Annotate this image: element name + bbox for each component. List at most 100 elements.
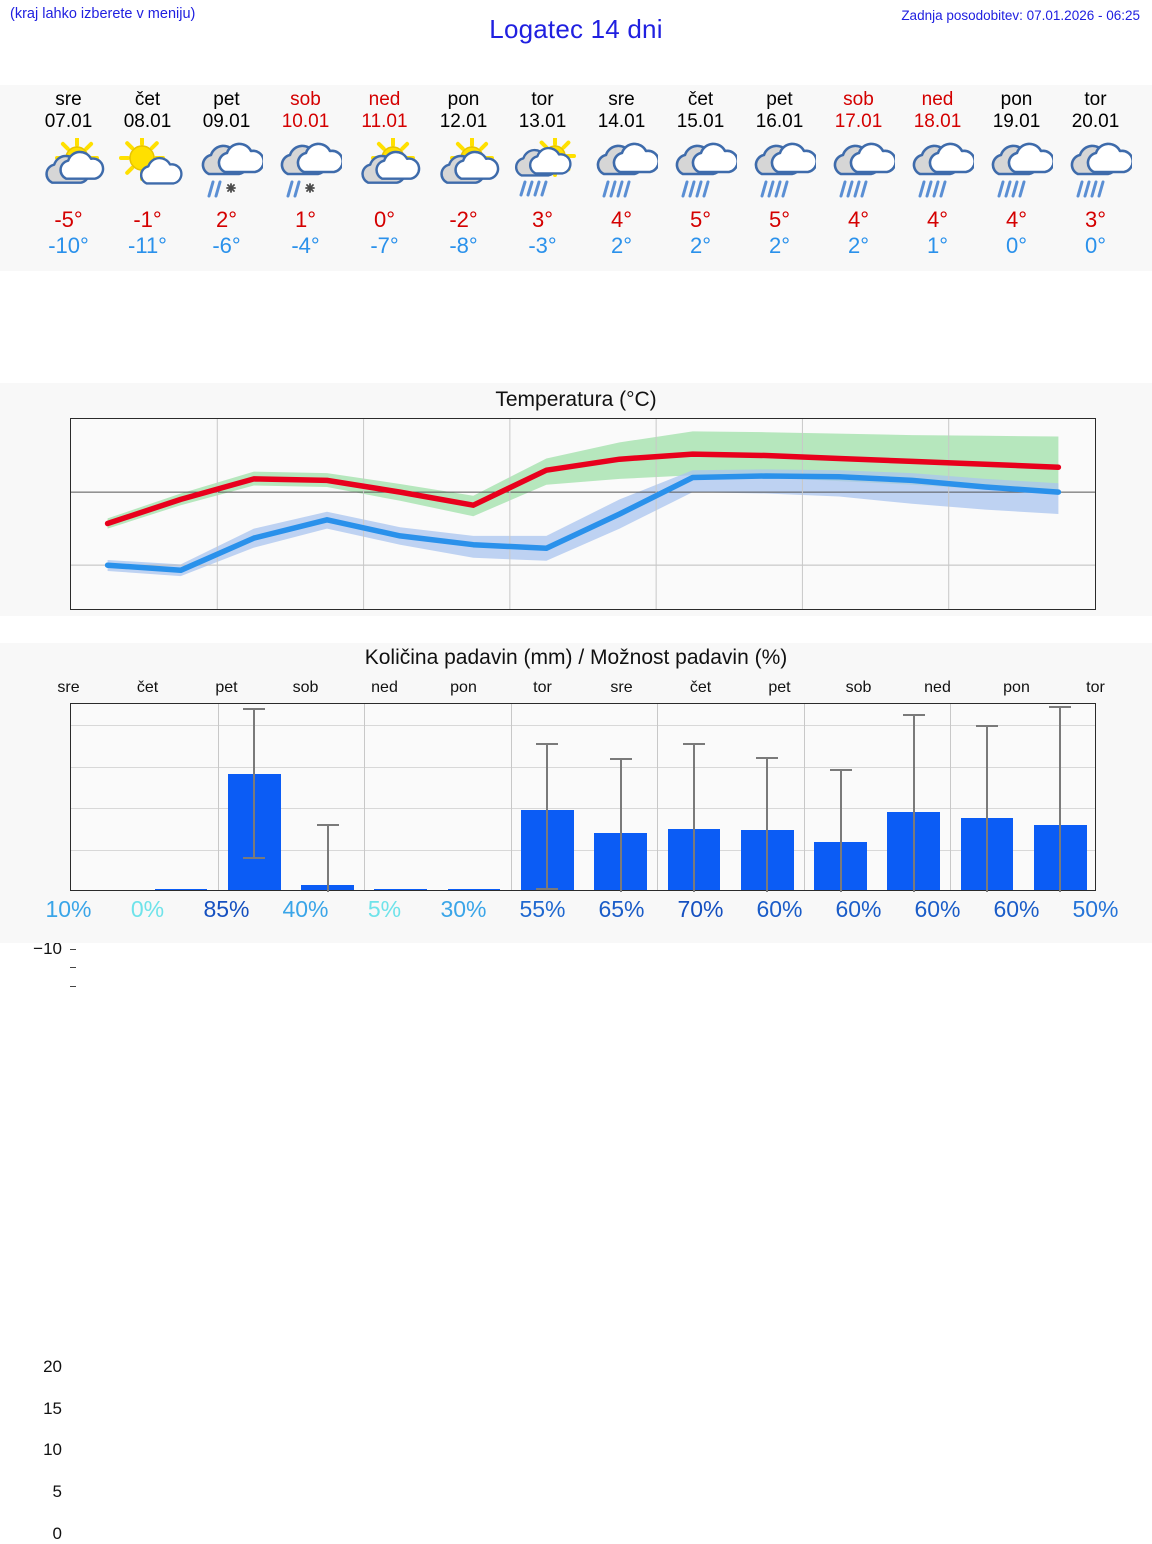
temperature-chart-title: Temperatura (°C) xyxy=(495,388,657,411)
precipitation-probability: 0% xyxy=(130,896,165,922)
temp-min: -11° xyxy=(128,233,167,258)
error-bar-cap-top xyxy=(609,757,632,760)
precipitation-bar xyxy=(447,888,501,890)
precipitation-probability: 60% xyxy=(756,896,803,922)
temp-max: 4° xyxy=(847,207,870,232)
day-date: 10.01 xyxy=(281,111,330,132)
cloud-rain-icon xyxy=(1056,133,1135,207)
grid-line xyxy=(950,704,952,890)
day-date: 20.01 xyxy=(1071,111,1120,132)
day-of-week: pon xyxy=(1000,89,1033,110)
temp-max: 4° xyxy=(926,207,949,232)
day-column[interactable]: čet 15.01 5° 2° xyxy=(661,85,740,259)
precipitation-probability: 30% xyxy=(440,896,487,922)
precipitation-probability: 60% xyxy=(835,896,882,922)
day-date: 14.01 xyxy=(597,111,646,132)
y-axis-minor-tick xyxy=(70,967,76,969)
y-axis-tick-label: 10 xyxy=(43,1440,62,1460)
precipitation-day-label: sre xyxy=(57,679,80,696)
precipitation-probability: 40% xyxy=(282,896,329,922)
sun-behind-small-cloud-icon xyxy=(108,133,187,207)
cloud-rain-icon xyxy=(661,133,740,207)
error-bar-cap-bottom xyxy=(243,856,266,859)
day-column[interactable]: pet 16.01 5° 2° xyxy=(740,85,819,259)
error-bar-line xyxy=(1059,705,1062,892)
temp-min: -7° xyxy=(370,233,399,258)
page-header: (kraj lahko izberete v meniju) Logatec 1… xyxy=(0,0,1152,85)
y-axis-minor-tick xyxy=(70,948,76,950)
error-bar-line xyxy=(986,724,989,892)
grid-line xyxy=(657,704,659,890)
day-of-week: pet xyxy=(213,89,240,110)
day-date: 11.01 xyxy=(361,111,408,132)
day-column[interactable]: čet 08.01 -1° -11° xyxy=(108,85,187,259)
day-column[interactable]: tor 13.01 3° -3° xyxy=(503,85,582,259)
day-of-week: pon xyxy=(447,89,480,110)
day-date: 07.01 xyxy=(44,111,93,132)
day-date: 08.01 xyxy=(123,111,172,132)
precipitation-probability: 50% xyxy=(1072,896,1119,922)
precipitation-probability: 70% xyxy=(677,896,724,922)
day-column[interactable]: pet 09.01 2° -6° xyxy=(187,85,266,259)
precipitation-probability: 60% xyxy=(914,896,961,922)
error-bar-cap-top xyxy=(536,743,559,746)
error-bar-line xyxy=(253,708,256,857)
error-bar-line xyxy=(912,714,915,892)
error-bar-cap-top xyxy=(756,756,779,759)
temp-min: -8° xyxy=(449,233,478,258)
precipitation-day-label: pet xyxy=(215,679,238,696)
day-of-week: pet xyxy=(766,89,793,110)
day-column[interactable]: ned 18.01 4° 1° xyxy=(898,85,977,259)
error-bar-cap-bottom xyxy=(536,887,559,890)
error-bar-line xyxy=(546,743,549,888)
error-bar-cap-top xyxy=(316,823,339,826)
precipitation-chart-title: Količina padavin (mm) / Možnost padavin … xyxy=(364,646,788,669)
precipitation-day-label: sre xyxy=(610,679,633,696)
sun-behind-rain-cloud-icon xyxy=(503,133,582,207)
day-column[interactable]: pon 12.01 -2° -8° xyxy=(424,85,503,259)
precipitation-plot-area xyxy=(70,703,1096,892)
precipitation-day-label: ned xyxy=(924,679,951,696)
error-bar-cap-top xyxy=(1049,705,1072,708)
error-bar-line xyxy=(692,743,695,892)
temp-min: 2° xyxy=(689,233,712,258)
page-title: Logatec 14 dni xyxy=(489,14,663,44)
precipitation-probability: 10% xyxy=(45,896,92,922)
day-column[interactable]: sre 14.01 4° 2° xyxy=(582,85,661,259)
day-column[interactable]: ned 11.01 0° -7° xyxy=(345,85,424,259)
precipitation-probability: 60% xyxy=(993,896,1040,922)
temp-min: -4° xyxy=(291,233,320,258)
precipitation-day-label: ned xyxy=(371,679,398,696)
day-column[interactable]: tor 20.01 3° 0° xyxy=(1056,85,1135,259)
error-bar-line xyxy=(326,823,329,892)
sun-behind-cloud-icon xyxy=(424,133,503,207)
sun-behind-cloud-icon xyxy=(345,133,424,207)
temp-max: 4° xyxy=(1005,207,1028,232)
precipitation-bar xyxy=(374,888,428,890)
day-of-week: čet xyxy=(134,89,161,110)
error-bar-cap-top xyxy=(682,743,705,746)
y-axis-tick-label: 15 xyxy=(43,1398,62,1418)
day-column[interactable]: sob 10.01 1° -4° xyxy=(266,85,345,259)
day-of-week: ned xyxy=(921,89,954,110)
temp-max: 2° xyxy=(215,207,238,232)
day-column[interactable]: pon 19.01 4° 0° xyxy=(977,85,1056,259)
error-bar-line xyxy=(766,756,769,892)
last-updated: Zadnja posodobitev: 07.01.2026 - 06:25 xyxy=(901,8,1140,23)
temp-max: 5° xyxy=(768,207,791,232)
grid-line xyxy=(217,704,219,890)
day-column[interactable]: sre 07.01 -5° -10° xyxy=(29,85,108,259)
precipitation-day-label: tor xyxy=(1086,679,1105,696)
day-date: 16.01 xyxy=(755,111,804,132)
sun-behind-cloud-icon xyxy=(29,133,108,207)
y-axis-minor-tick xyxy=(70,985,76,987)
precipitation-day-label: čet xyxy=(136,679,159,696)
day-date: 12.01 xyxy=(439,111,488,132)
day-column[interactable]: sob 17.01 4° 2° xyxy=(819,85,898,259)
cloud-sleet-icon xyxy=(187,133,266,207)
temp-max: -1° xyxy=(133,207,162,232)
day-of-week: čet xyxy=(687,89,714,110)
precipitation-bar xyxy=(154,888,208,890)
precipitation-chart-panel: Količina padavin (mm) / Možnost padavin … xyxy=(0,643,1152,1543)
y-axis-tick-label: 5 xyxy=(52,1482,62,1502)
